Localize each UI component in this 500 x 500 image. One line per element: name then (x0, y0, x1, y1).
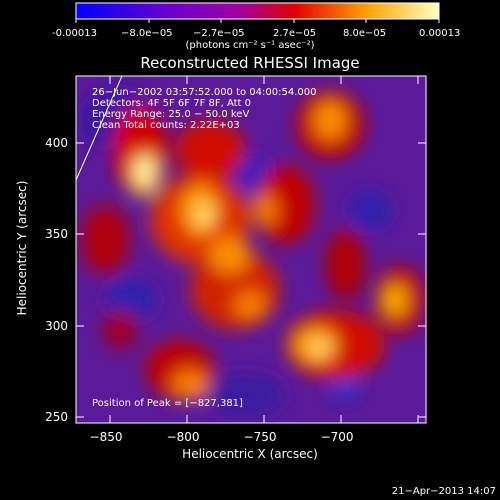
colorbar-tick-label: -0.00013 (52, 28, 97, 39)
colorbar-tick-label: −8.0e−05 (121, 28, 173, 39)
energy-range-text: Energy Range: 25.0 − 50.0 keV (92, 109, 250, 120)
colorbar-tick-label: 0.00013 (419, 28, 461, 39)
clean-counts-text: Clean Total counts: 2.22E+03 (92, 120, 240, 131)
y-axis-ticks (76, 142, 426, 418)
y-tick-label: 300 (45, 319, 68, 333)
x-tick-label: −850 (89, 430, 123, 444)
colorbar (75, 2, 440, 20)
limb-line (76, 76, 123, 181)
x-axis-ticks (109, 76, 419, 423)
plot-frame (75, 75, 427, 424)
peak-position-text: Position of Peak = [−827,381] (92, 398, 243, 409)
detectors-text: Detectors: 4F 5F 6F 7F 8F, Att 0 (92, 98, 252, 109)
x-tick-label: −800 (166, 430, 200, 444)
y-axis-label: Heliocentric Y (arcsec) (15, 180, 29, 316)
footer-date: 21−Apr−2013 14:07 (391, 486, 496, 497)
colorbar-tick-label: −2.7e−05 (193, 28, 245, 39)
x-tick-label: −700 (320, 430, 354, 444)
rhessi-image (76, 76, 426, 423)
x-tick-label: −750 (243, 430, 277, 444)
y-tick-label: 250 (45, 410, 68, 424)
y-tick-label: 400 (45, 136, 68, 150)
colorbar-units: (photons cm⁻² s⁻¹ asec⁻²) (185, 40, 315, 51)
y-tick-label: 350 (45, 227, 68, 241)
time-range-text: 26−Jun−2002 03:57:52.000 to 04:00:54.000 (92, 87, 317, 98)
x-axis-label: Heliocentric X (arcsec) (182, 447, 318, 461)
colorbar-tick-label: 8.0e−05 (343, 28, 387, 39)
colorbar-ticks (75, 19, 440, 23)
colorbar-tick-label: 2.7e−05 (273, 28, 317, 39)
plot-title: Reconstructed RHESSI Image (140, 54, 360, 72)
